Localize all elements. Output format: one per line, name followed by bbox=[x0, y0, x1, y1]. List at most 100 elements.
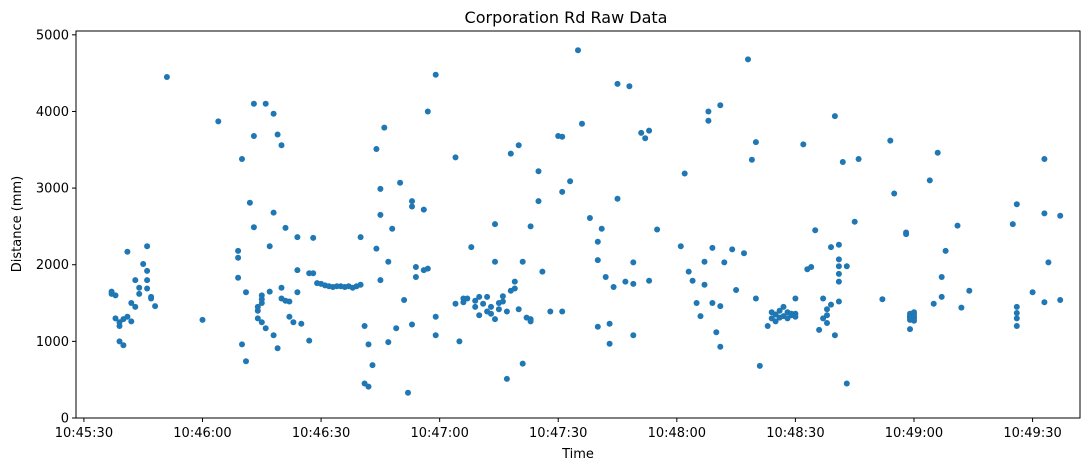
data-point bbox=[907, 326, 913, 333]
data-point bbox=[855, 156, 862, 162]
data-point bbox=[729, 246, 736, 253]
data-point bbox=[294, 267, 301, 274]
data-point bbox=[966, 287, 973, 294]
data-point bbox=[1009, 221, 1016, 228]
data-point bbox=[824, 306, 830, 313]
data-point bbox=[254, 315, 261, 322]
data-point bbox=[464, 295, 471, 302]
data-point bbox=[816, 326, 823, 333]
data-point bbox=[488, 310, 494, 317]
data-point bbox=[503, 308, 510, 315]
data-point bbox=[677, 243, 684, 250]
data-point bbox=[112, 315, 119, 322]
data-point bbox=[432, 332, 439, 339]
data-point bbox=[748, 156, 755, 163]
data-point bbox=[472, 303, 479, 310]
y-tick-label: 2000 bbox=[36, 258, 69, 273]
data-point bbox=[828, 244, 834, 251]
data-point bbox=[812, 227, 819, 234]
data-point bbox=[397, 179, 404, 186]
data-point bbox=[824, 320, 830, 326]
data-point bbox=[938, 293, 945, 300]
x-tick-label: 10:47:30 bbox=[529, 426, 587, 441]
data-point bbox=[1029, 289, 1036, 296]
x-tick-label: 10:46:00 bbox=[173, 426, 231, 441]
data-point bbox=[124, 248, 131, 255]
data-point bbox=[835, 298, 842, 305]
data-point bbox=[373, 245, 380, 252]
data-point bbox=[559, 308, 566, 315]
data-point bbox=[128, 300, 135, 306]
data-point bbox=[381, 124, 388, 131]
data-point bbox=[476, 293, 483, 300]
data-point bbox=[286, 298, 293, 305]
data-point bbox=[476, 312, 483, 319]
data-point bbox=[630, 259, 637, 266]
data-point bbox=[1013, 315, 1020, 322]
data-point bbox=[709, 244, 716, 251]
data-point bbox=[547, 308, 554, 315]
data-point bbox=[294, 289, 301, 296]
data-point bbox=[254, 303, 261, 310]
data-point bbox=[579, 120, 585, 127]
data-point bbox=[294, 234, 301, 241]
data-point bbox=[539, 268, 546, 275]
data-point bbox=[144, 243, 151, 250]
y-axis: 0 1000 2000 3000 4000 5000 bbox=[36, 28, 76, 427]
data-point bbox=[958, 304, 965, 311]
data-point bbox=[298, 320, 305, 327]
data-point bbox=[136, 290, 143, 297]
data-point bbox=[278, 142, 285, 149]
data-point bbox=[250, 224, 257, 231]
data-point bbox=[480, 300, 487, 307]
data-point bbox=[116, 338, 123, 345]
data-point bbox=[401, 297, 408, 303]
data-point bbox=[492, 258, 498, 265]
data-point bbox=[144, 277, 151, 284]
data-point bbox=[693, 300, 700, 306]
data-point bbox=[911, 313, 917, 320]
data-point bbox=[1041, 156, 1048, 162]
data-point bbox=[721, 259, 728, 266]
data-point bbox=[266, 243, 273, 250]
data-point bbox=[163, 74, 170, 80]
data-point bbox=[713, 329, 720, 336]
y-tick-label: 1000 bbox=[36, 335, 69, 350]
data-point bbox=[820, 295, 827, 302]
data-point bbox=[144, 285, 151, 292]
data-point bbox=[527, 223, 534, 230]
data-point bbox=[630, 280, 637, 287]
data-point bbox=[828, 301, 834, 308]
data-point bbox=[377, 277, 384, 284]
data-point bbox=[756, 362, 763, 369]
data-point bbox=[610, 284, 617, 290]
data-point bbox=[646, 127, 653, 134]
data-point bbox=[373, 146, 380, 152]
data-point bbox=[1057, 297, 1064, 303]
data-point bbox=[250, 100, 257, 107]
data-point bbox=[792, 295, 799, 302]
x-tick-label: 10:49:30 bbox=[1003, 426, 1061, 441]
data-point bbox=[503, 375, 510, 382]
data-point bbox=[136, 284, 143, 291]
data-point bbox=[235, 254, 242, 261]
data-point bbox=[681, 170, 688, 177]
data-point bbox=[215, 118, 222, 125]
data-point bbox=[843, 263, 850, 270]
data-point bbox=[409, 198, 415, 205]
data-point bbox=[389, 225, 396, 232]
y-tick-label: 4000 bbox=[36, 105, 69, 120]
data-point bbox=[235, 247, 242, 254]
data-point bbox=[369, 362, 376, 369]
data-point bbox=[752, 295, 759, 302]
data-point bbox=[831, 113, 838, 120]
data-point bbox=[745, 56, 751, 63]
data-point bbox=[262, 325, 269, 332]
data-point bbox=[432, 313, 439, 320]
data-point bbox=[586, 215, 593, 221]
data-point bbox=[1013, 310, 1020, 316]
data-point bbox=[112, 292, 119, 299]
data-point bbox=[499, 298, 506, 305]
data-point bbox=[519, 360, 526, 367]
data-point bbox=[685, 268, 692, 275]
